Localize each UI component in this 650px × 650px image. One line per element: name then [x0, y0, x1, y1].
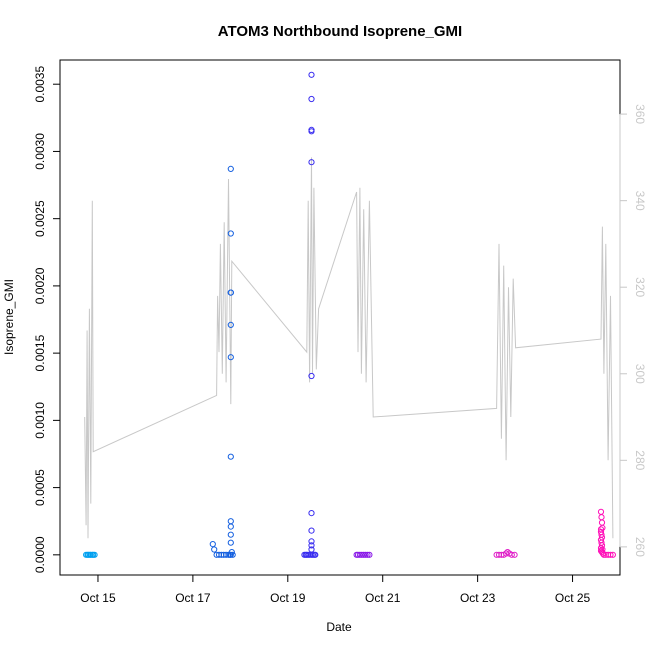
scatter-series-1 — [83, 551, 98, 558]
x-tick-label: Oct 25 — [555, 591, 591, 605]
y2-tick-label: 300 — [633, 364, 647, 384]
data-point — [228, 549, 235, 556]
data-point — [607, 551, 614, 558]
y-tick-label: 0.0005 — [33, 469, 47, 506]
data-point — [599, 524, 606, 532]
data-point — [364, 551, 371, 558]
data-point — [227, 289, 234, 296]
data-point — [308, 542, 315, 549]
data-point — [597, 508, 605, 515]
data-point — [227, 523, 234, 530]
data-point — [227, 518, 234, 525]
data-point — [602, 551, 609, 558]
x-tick-label: Oct 21 — [365, 591, 401, 605]
data-point — [308, 527, 315, 534]
data-point — [598, 519, 606, 526]
data-point — [227, 453, 234, 460]
data-point — [229, 551, 236, 558]
data-point — [209, 541, 216, 548]
x-axis-title: Date — [326, 620, 352, 634]
chart-title: ATOM3 Northbound Isoprene_GMI — [218, 23, 462, 40]
data-point — [308, 509, 315, 517]
data-point — [511, 551, 518, 558]
data-point — [91, 551, 98, 558]
data-point — [227, 354, 234, 361]
y-tick-label: 0.0010 — [33, 402, 47, 439]
data-point — [308, 71, 315, 78]
data-point — [308, 159, 315, 166]
data-point — [211, 546, 218, 553]
data-point — [227, 230, 234, 237]
y2-tick-label: 340 — [633, 191, 647, 211]
data-point — [227, 531, 234, 538]
data-point — [358, 551, 365, 558]
y-tick-label: 0.0035 — [33, 66, 47, 103]
scatter-series-5 — [493, 549, 518, 558]
scatter-series-4 — [353, 551, 373, 558]
plot-frame — [59, 59, 621, 576]
data-point — [312, 551, 319, 558]
data-point — [308, 546, 315, 553]
y2-tick-label: 360 — [633, 104, 647, 124]
y-tick-label: 0.0000 — [33, 536, 47, 573]
data-point — [366, 551, 373, 558]
data-point — [308, 372, 315, 380]
x-tick-label: Oct 15 — [80, 591, 116, 605]
x-tick-label: Oct 19 — [270, 591, 306, 605]
data-point — [227, 539, 234, 546]
data-point — [597, 545, 605, 552]
y2-axis: 260 280 300 320 340 360 — [619, 104, 647, 557]
scatter-series-2 — [209, 165, 236, 558]
data-point — [308, 538, 315, 545]
data-point — [227, 165, 234, 172]
data-point — [227, 551, 234, 558]
y2-tick-label: 280 — [633, 450, 647, 470]
y-tick-label: 0.0015 — [33, 334, 47, 371]
data-point — [362, 551, 369, 558]
x-tick-label: Oct 17 — [175, 591, 211, 605]
data-point — [308, 128, 315, 135]
data-point — [356, 551, 363, 558]
y-tick-label: 0.0030 — [33, 133, 47, 170]
data-point — [508, 551, 515, 558]
data-point — [503, 550, 510, 557]
y-tick-label: 0.0020 — [33, 267, 47, 304]
data-point — [354, 551, 362, 558]
y-axis-title: Isoprene_GMI — [2, 279, 16, 355]
data-point — [308, 95, 315, 103]
scatter-series-6 — [597, 508, 617, 558]
y-axis: 0.0000 0.0005 0.0010 0.0015 0.0020 0.0025 0.00… — [33, 66, 61, 573]
data-point — [600, 551, 608, 558]
x-axis: Oct 15 Oct 17 Oct 19 Oct 21 Oct 23 Oct 25 — [80, 574, 591, 605]
scatter-series-3 — [301, 71, 319, 558]
x-tick-label: Oct 23 — [460, 591, 496, 605]
plot-area — [83, 71, 617, 558]
line-series — [84, 157, 614, 539]
data-point — [609, 551, 617, 558]
data-point — [227, 321, 234, 328]
y2-tick-label: 320 — [633, 277, 647, 297]
data-point — [598, 514, 605, 521]
y-tick-label: 0.0025 — [33, 200, 47, 237]
y2-tick-label: 260 — [633, 537, 647, 557]
